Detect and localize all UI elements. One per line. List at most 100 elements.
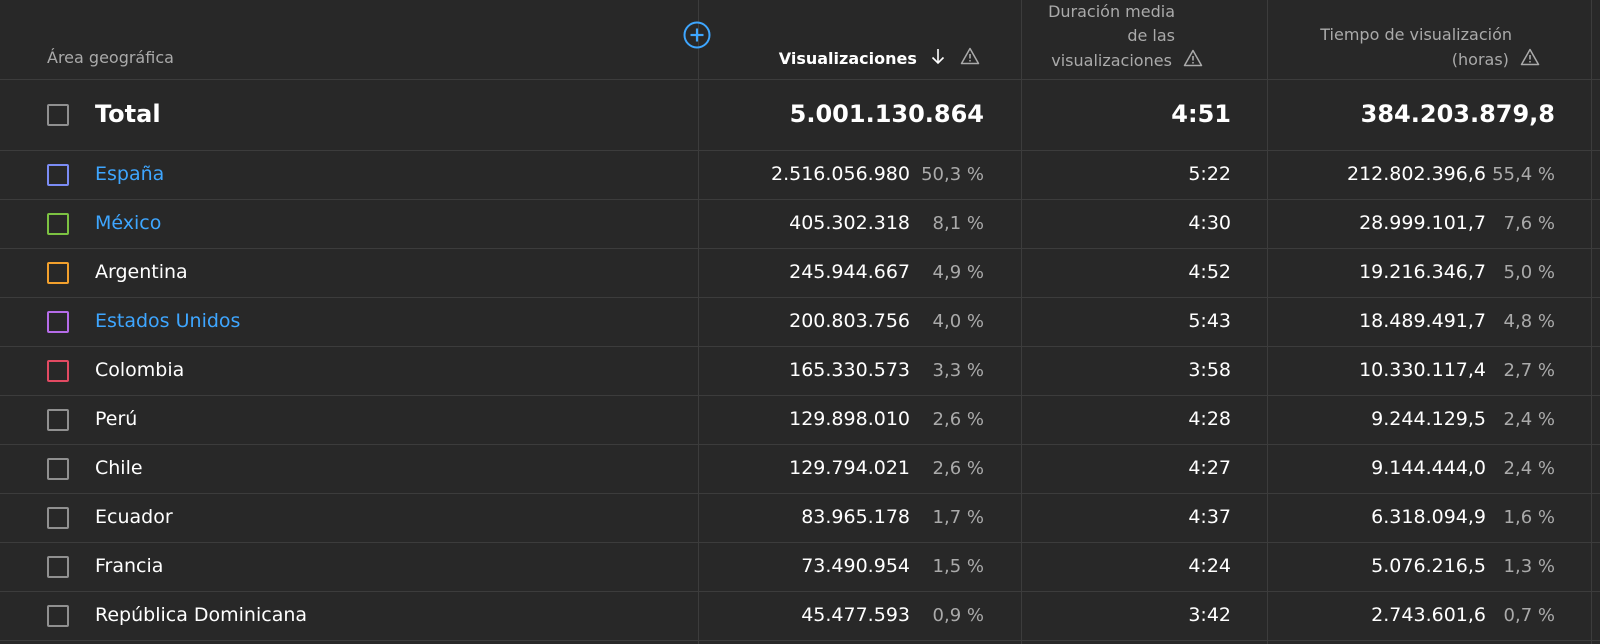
region-name: Argentina bbox=[95, 261, 188, 283]
total-label: Total bbox=[95, 100, 161, 128]
watch-time-header-line2: (horas) bbox=[1451, 50, 1509, 69]
row-checkbox[interactable] bbox=[47, 409, 69, 431]
region-name: Ecuador bbox=[95, 506, 173, 528]
watch-time-percent: 5,0 % bbox=[1503, 262, 1555, 283]
row-checkbox[interactable] bbox=[47, 311, 69, 333]
column-divider bbox=[1021, 0, 1022, 644]
watch-time-percent: 2,4 % bbox=[1503, 409, 1555, 430]
watch-time-percent: 4,8 % bbox=[1503, 311, 1555, 332]
avg-duration-value: 4:30 bbox=[1188, 212, 1231, 234]
table-row: España 2.516.056.980 50,3 % 5:22 212.802.396… bbox=[0, 151, 1600, 200]
region-name: Colombia bbox=[95, 359, 185, 381]
region-name: República Dominicana bbox=[95, 604, 308, 626]
region-name: Francia bbox=[95, 555, 164, 577]
row-checkbox[interactable] bbox=[47, 262, 69, 284]
watch-time-value: 18.489.491,7 bbox=[1359, 310, 1486, 332]
table-row: Colombia 165.330.573 3,3 % 3:58 10.330.117,4… bbox=[0, 347, 1600, 396]
views-percent: 0,9 % bbox=[932, 605, 984, 626]
avg-duration-value: 4:28 bbox=[1188, 408, 1231, 430]
views-header-label: Visualizaciones bbox=[778, 49, 917, 68]
avg-duration-header-line3: visualizaciones bbox=[1051, 51, 1172, 70]
watch-time-value: 5.076.216,5 bbox=[1371, 555, 1486, 577]
avg-duration-value: 4:37 bbox=[1188, 506, 1231, 528]
views-percent: 4,0 % bbox=[932, 311, 984, 332]
region-name[interactable]: España bbox=[95, 163, 165, 185]
views-value: 245.944.667 bbox=[789, 261, 910, 283]
region-name[interactable]: México bbox=[95, 212, 162, 234]
watch-time-percent: 2,7 % bbox=[1503, 360, 1555, 381]
avg-duration-value: 4:27 bbox=[1188, 457, 1231, 479]
column-divider bbox=[698, 0, 699, 644]
views-value: 129.794.021 bbox=[789, 457, 910, 479]
row-checkbox[interactable] bbox=[47, 458, 69, 480]
column-divider bbox=[1591, 0, 1592, 644]
views-percent: 2,6 % bbox=[932, 458, 984, 479]
views-value: 73.490.954 bbox=[801, 555, 910, 577]
warning-triangle-icon[interactable] bbox=[1183, 48, 1203, 75]
avg-duration-column-header[interactable]: Duración media de las visualizaciones bbox=[963, 0, 1203, 75]
watch-time-value: 2.743.601,6 bbox=[1371, 604, 1486, 626]
views-percent: 1,7 % bbox=[932, 507, 984, 528]
table-header: Área geográfica Visualizaciones bbox=[0, 0, 1600, 80]
avg-duration-header-line1: Duración media bbox=[1048, 2, 1175, 21]
region-column-header[interactable]: Área geográfica bbox=[47, 48, 174, 67]
row-checkbox[interactable] bbox=[47, 507, 69, 529]
avg-duration-value: 3:42 bbox=[1188, 604, 1231, 626]
watch-time-header-line2-wrap: (horas) bbox=[1240, 47, 1540, 74]
avg-duration-value: 5:43 bbox=[1188, 310, 1231, 332]
warning-triangle-icon[interactable] bbox=[960, 46, 980, 73]
watch-time-value: 19.216.346,7 bbox=[1359, 261, 1486, 283]
warning-triangle-icon[interactable] bbox=[1520, 47, 1540, 74]
avg-duration-value: 5:22 bbox=[1188, 163, 1231, 185]
table-row: República Dominicana 45.477.593 0,9 % 3:42 2… bbox=[0, 592, 1600, 641]
avg-duration-value: 4:52 bbox=[1188, 261, 1231, 283]
table-row: Argentina 245.944.667 4,9 % 4:52 19.216.346,… bbox=[0, 249, 1600, 298]
total-watch-time: 384.203.879,8 bbox=[1360, 100, 1555, 128]
row-checkbox[interactable] bbox=[47, 360, 69, 382]
views-value: 2.516.056.980 bbox=[770, 163, 910, 185]
avg-duration-header-line3-wrap: visualizaciones bbox=[963, 48, 1203, 75]
total-row: Total 5.001.130.864 4:51 384.203.879,8 bbox=[0, 80, 1600, 151]
views-percent: 8,1 % bbox=[932, 213, 984, 234]
watch-time-value: 9.144.444,0 bbox=[1371, 457, 1486, 479]
watch-time-percent: 55,4 % bbox=[1492, 164, 1555, 185]
table-row: Chile 129.794.021 2,6 % 4:27 9.144.444,0 2,4 … bbox=[0, 445, 1600, 494]
views-column-header[interactable]: Visualizaciones bbox=[779, 46, 980, 73]
watch-time-value: 10.330.117,4 bbox=[1359, 359, 1486, 381]
add-circle-icon bbox=[683, 21, 711, 49]
avg-duration-value: 3:58 bbox=[1188, 359, 1231, 381]
add-column-button[interactable] bbox=[683, 21, 711, 49]
watch-time-percent: 7,6 % bbox=[1503, 213, 1555, 234]
row-checkbox[interactable] bbox=[47, 164, 69, 186]
table-row: Estados Unidos 200.803.756 4,0 % 5:43 18.489… bbox=[0, 298, 1600, 347]
watch-time-value: 6.318.094,9 bbox=[1371, 506, 1486, 528]
views-percent: 50,3 % bbox=[921, 164, 984, 185]
avg-duration-header-line2: de las bbox=[1127, 26, 1175, 45]
table-row: Perú 129.898.010 2,6 % 4:28 9.244.129,5 2,4 % bbox=[0, 396, 1600, 445]
views-value: 405.302.318 bbox=[789, 212, 910, 234]
views-percent: 1,5 % bbox=[932, 556, 984, 577]
region-name: Chile bbox=[95, 457, 143, 479]
watch-time-value: 212.802.396,6 bbox=[1346, 163, 1486, 185]
total-checkbox[interactable] bbox=[47, 104, 69, 126]
row-checkbox[interactable] bbox=[47, 605, 69, 627]
watch-time-value: 28.999.101,7 bbox=[1359, 212, 1486, 234]
views-percent: 4,9 % bbox=[932, 262, 984, 283]
region-name[interactable]: Estados Unidos bbox=[95, 310, 241, 332]
watch-time-column-header[interactable]: Tiempo de visualización (horas) bbox=[1240, 23, 1540, 74]
row-checkbox[interactable] bbox=[47, 556, 69, 578]
row-checkbox[interactable] bbox=[47, 213, 69, 235]
table-row: México 405.302.318 8,1 % 4:30 28.999.101,7 7,… bbox=[0, 200, 1600, 249]
region-name: Perú bbox=[95, 408, 138, 430]
total-avg-duration: 4:51 bbox=[1171, 100, 1231, 128]
total-views: 5.001.130.864 bbox=[789, 100, 984, 128]
views-percent: 3,3 % bbox=[932, 360, 984, 381]
views-percent: 2,6 % bbox=[932, 409, 984, 430]
watch-time-value: 9.244.129,5 bbox=[1371, 408, 1486, 430]
views-value: 83.965.178 bbox=[801, 506, 910, 528]
column-divider bbox=[1267, 0, 1268, 644]
table-row: Ecuador 83.965.178 1,7 % 4:37 6.318.094,9 1,6… bbox=[0, 494, 1600, 543]
watch-time-header-line1: Tiempo de visualización bbox=[1320, 25, 1512, 44]
arrow-down-icon[interactable] bbox=[928, 46, 948, 73]
